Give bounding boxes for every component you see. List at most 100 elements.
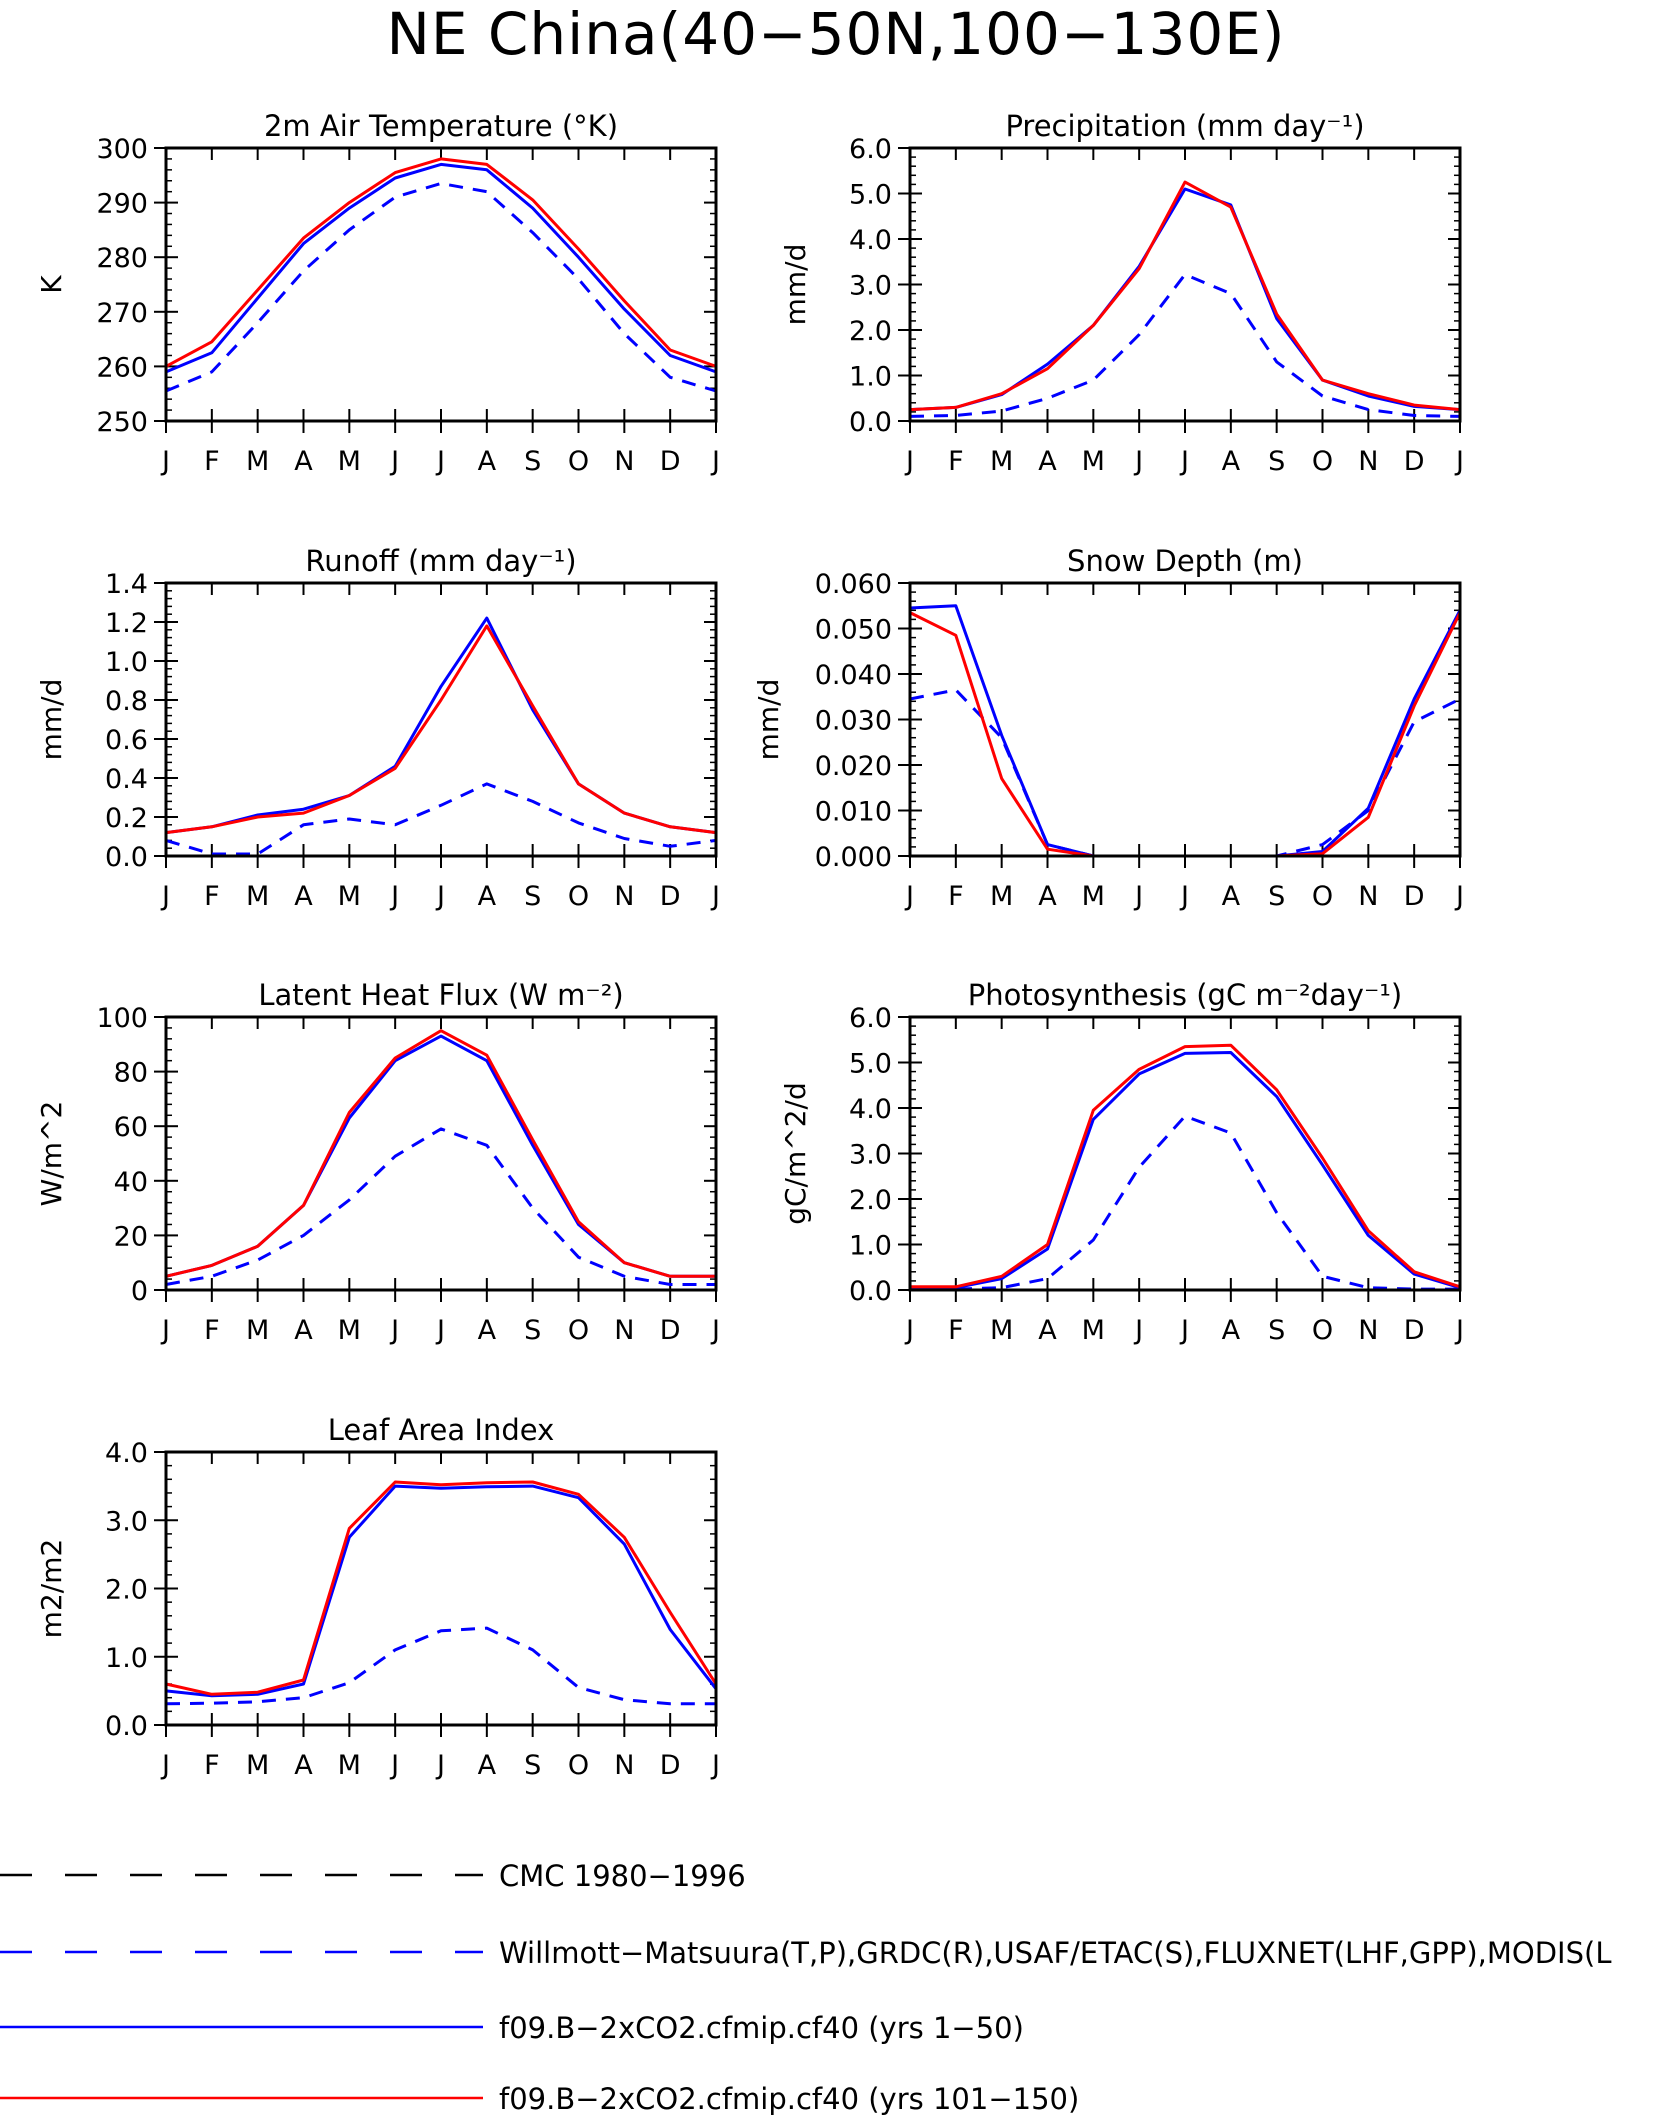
x-tick-label: J (1179, 1315, 1189, 1346)
plot-frame (164, 581, 718, 858)
x-tick-label: D (660, 1750, 681, 1781)
x-tick-label: J (1133, 1315, 1143, 1346)
legend: CMC 1980−1996 Willmott−Matsuura(T,P),GRDC… (0, 1859, 1612, 2116)
panel-1: 2m Air Temperature (°K) K 250 260 270 280 290 3… (35, 109, 720, 477)
x-tick-label: M (246, 446, 269, 477)
x-tick-label: A (294, 1315, 313, 1346)
x-tick-label: A (1222, 881, 1241, 912)
series-line-obs (909, 688, 1461, 858)
x-tick-label: J (710, 881, 720, 912)
x-tick-label: M (246, 881, 269, 912)
x-tick-label: D (1404, 881, 1425, 912)
x-tick-label: N (1358, 446, 1378, 477)
series-line-model-101-150 (909, 611, 1462, 858)
y-tick-label: 1.0 (105, 647, 148, 678)
panel-title: Latent Heat Flux (W m⁻²) (258, 978, 623, 1012)
x-tick-label: N (1358, 1315, 1378, 1346)
y-tick-label: 0.8 (105, 686, 148, 717)
figure-title: NE China(40−50N,100−130E) (386, 0, 1285, 68)
x-tick-label: J (710, 1315, 720, 1346)
y-tick-label: 280 (96, 243, 148, 274)
series-line-model-101-150 (165, 624, 717, 835)
y-tick-label: 4.0 (849, 1094, 892, 1125)
y-tick-label: 0.0 (105, 842, 148, 873)
x-tick-label: A (478, 446, 497, 477)
panel-5: Latent Heat Flux (W m⁻²) W/m^2 0 20 40 60 80 10… (35, 978, 720, 1346)
panel-6: Photosynthesis (gC m⁻²day⁻¹) gC/m^2/d 0.0 1… (779, 978, 1464, 1346)
x-tick-label: F (204, 1315, 220, 1346)
x-tick-label: M (338, 446, 361, 477)
y-tick-label: 0.040 (815, 660, 892, 691)
series-line-obs (910, 1114, 1460, 1291)
y-tick-label: 0.2 (105, 803, 148, 834)
x-tick-label: A (1038, 446, 1057, 477)
x-tick-label: O (568, 446, 589, 477)
x-tick-label: M (338, 1315, 361, 1346)
x-tick-label: O (1312, 1315, 1333, 1346)
x-tick-label: S (1268, 881, 1285, 912)
y-tick-label: 290 (96, 189, 148, 220)
x-tick-label: O (568, 1750, 589, 1781)
x-tick-label: M (1082, 446, 1105, 477)
legend-label: f09.B−2xCO2.cfmip.cf40 (yrs 101−150) (499, 2082, 1079, 2116)
y-axis-label: W/m^2 (35, 1101, 68, 1207)
y-tick-label: 6.0 (849, 1003, 892, 1034)
x-tick-label: J (1133, 446, 1143, 477)
y-tick-label: 3.0 (849, 271, 892, 302)
x-tick-label: D (660, 1315, 681, 1346)
x-tick-label: J (160, 1315, 170, 1346)
legend-label: f09.B−2xCO2.cfmip.cf40 (yrs 1−50) (499, 2011, 1024, 2045)
x-tick-label: J (904, 881, 914, 912)
x-tick-label: J (389, 1750, 399, 1781)
plot-frame (908, 146, 1462, 423)
x-tick-label: A (1038, 881, 1057, 912)
x-tick-label: S (524, 446, 541, 477)
panel-3: Runoff (mm day⁻¹) mm/d 0.0 0.2 0.4 0.6 0.8 1.0 1… (35, 544, 720, 912)
y-tick-label: 0.010 (815, 797, 892, 828)
series-line-obs (909, 273, 1461, 418)
panel-2: Precipitation (mm day⁻¹) mm/d 0.0 1.0 2.0 3.0… (779, 109, 1464, 477)
x-tick-label: N (614, 446, 634, 477)
y-tick-label: 260 (96, 352, 148, 383)
series-line-model-1-50 (165, 1034, 716, 1278)
series-line-obs (165, 782, 717, 856)
x-tick-label: S (1268, 446, 1285, 477)
y-tick-label: 20 (114, 1221, 148, 1252)
x-tick-label: J (160, 881, 170, 912)
x-tick-label: J (389, 1315, 399, 1346)
x-tick-label: S (524, 1315, 541, 1346)
series-line-model-101-150 (165, 157, 717, 368)
panel-title: 2m Air Temperature (°K) (264, 109, 618, 143)
y-tick-label: 5.0 (849, 1049, 892, 1080)
x-tick-label: J (1179, 446, 1189, 477)
y-tick-label: 60 (114, 1112, 148, 1143)
y-axis-label: mm/d (752, 679, 785, 761)
x-tick-label: A (294, 446, 313, 477)
y-axis-label: mm/d (35, 679, 68, 761)
x-tick-label: J (1133, 881, 1143, 912)
y-tick-label: 0.6 (105, 725, 148, 756)
x-tick-label: J (435, 881, 445, 912)
legend-item: Willmott−Matsuura(T,P),GRDC(R),USAF/ETAC… (0, 1936, 1612, 1970)
x-tick-label: F (204, 881, 220, 912)
y-tick-label: 0.4 (105, 764, 148, 795)
x-tick-label: A (478, 881, 497, 912)
x-tick-label: M (1082, 881, 1105, 912)
x-tick-label: J (389, 446, 399, 477)
plot-frame (164, 1015, 718, 1292)
y-tick-label: 3.0 (105, 1506, 148, 1537)
x-tick-label: A (1222, 446, 1241, 477)
x-tick-label: S (524, 881, 541, 912)
x-tick-label: F (948, 881, 964, 912)
x-tick-label: J (710, 1750, 720, 1781)
x-tick-label: J (160, 1750, 170, 1781)
x-tick-label: M (338, 1750, 361, 1781)
panels: 2m Air Temperature (°K) K 250 260 270 280 290 3… (35, 109, 1464, 1781)
y-tick-label: 0.000 (815, 842, 892, 873)
x-tick-label: M (246, 1750, 269, 1781)
legend-item: f09.B−2xCO2.cfmip.cf40 (yrs 101−150) (0, 2082, 1079, 2116)
y-tick-label: 40 (114, 1167, 148, 1198)
x-tick-label: M (990, 1315, 1013, 1346)
x-tick-label: A (478, 1750, 497, 1781)
